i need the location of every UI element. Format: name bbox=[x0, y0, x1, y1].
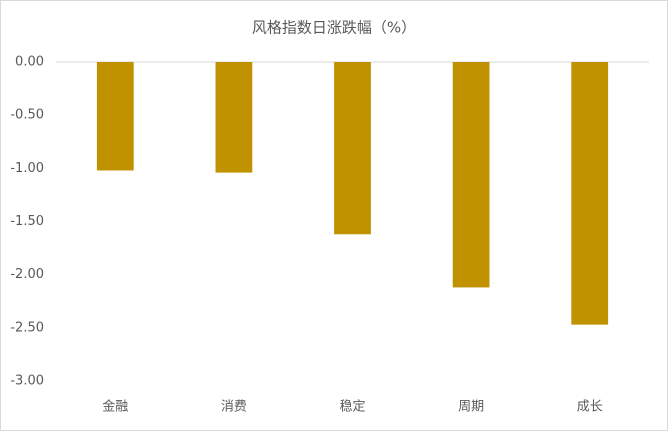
y-tick-label: -0.50 bbox=[10, 108, 44, 123]
x-tick-label: 稳定 bbox=[339, 399, 365, 415]
bar bbox=[215, 62, 253, 173]
bar bbox=[96, 62, 134, 171]
x-tick-label: 周期 bbox=[458, 400, 484, 415]
y-tick-label: -2.50 bbox=[10, 320, 44, 335]
y-tick-label: -1.50 bbox=[10, 214, 44, 229]
bar bbox=[334, 62, 371, 235]
bar bbox=[452, 62, 490, 288]
y-tick-label: -3.00 bbox=[10, 374, 44, 389]
x-tick-label: 金融 bbox=[102, 399, 128, 415]
y-tick-label: -2.00 bbox=[10, 267, 44, 282]
y-tick-label: -1.00 bbox=[10, 161, 44, 176]
bar bbox=[571, 62, 609, 325]
x-tick-label: 成长 bbox=[577, 400, 603, 415]
y-tick-label: 0.00 bbox=[15, 55, 44, 70]
chart-title: 风格指数日涨跌幅（%） bbox=[252, 19, 416, 37]
x-tick-label: 消费 bbox=[221, 400, 247, 415]
